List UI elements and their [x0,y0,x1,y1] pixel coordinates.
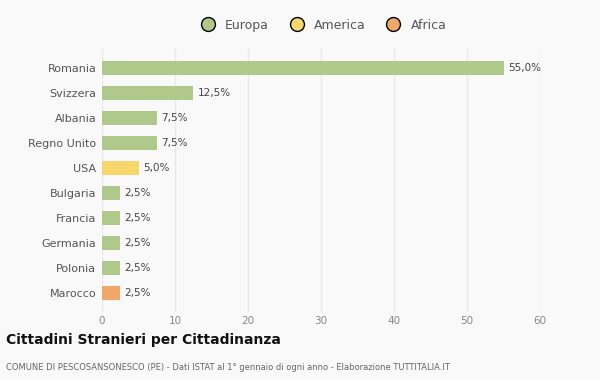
Text: 2,5%: 2,5% [125,213,151,223]
Bar [102,236,120,250]
Text: 2,5%: 2,5% [125,188,151,198]
Text: 2,5%: 2,5% [125,238,151,248]
Bar [102,61,503,75]
Bar [102,161,139,175]
Text: 12,5%: 12,5% [197,88,231,98]
Legend: Europa, America, Africa: Europa, America, Africa [190,14,452,37]
Text: COMUNE DI PESCOSANSONESCO (PE) - Dati ISTAT al 1° gennaio di ogni anno - Elabora: COMUNE DI PESCOSANSONESCO (PE) - Dati IS… [6,364,450,372]
Bar [102,111,157,125]
Bar [102,186,120,200]
Text: Cittadini Stranieri per Cittadinanza: Cittadini Stranieri per Cittadinanza [6,333,281,347]
Bar [102,86,193,100]
Bar [102,211,120,225]
Text: 5,0%: 5,0% [143,163,169,173]
Text: 7,5%: 7,5% [161,113,188,123]
Text: 7,5%: 7,5% [161,138,188,148]
Bar [102,136,157,150]
Text: 2,5%: 2,5% [125,288,151,298]
Text: 2,5%: 2,5% [125,263,151,273]
Bar [102,286,120,300]
Text: 55,0%: 55,0% [508,63,541,73]
Bar [102,261,120,275]
